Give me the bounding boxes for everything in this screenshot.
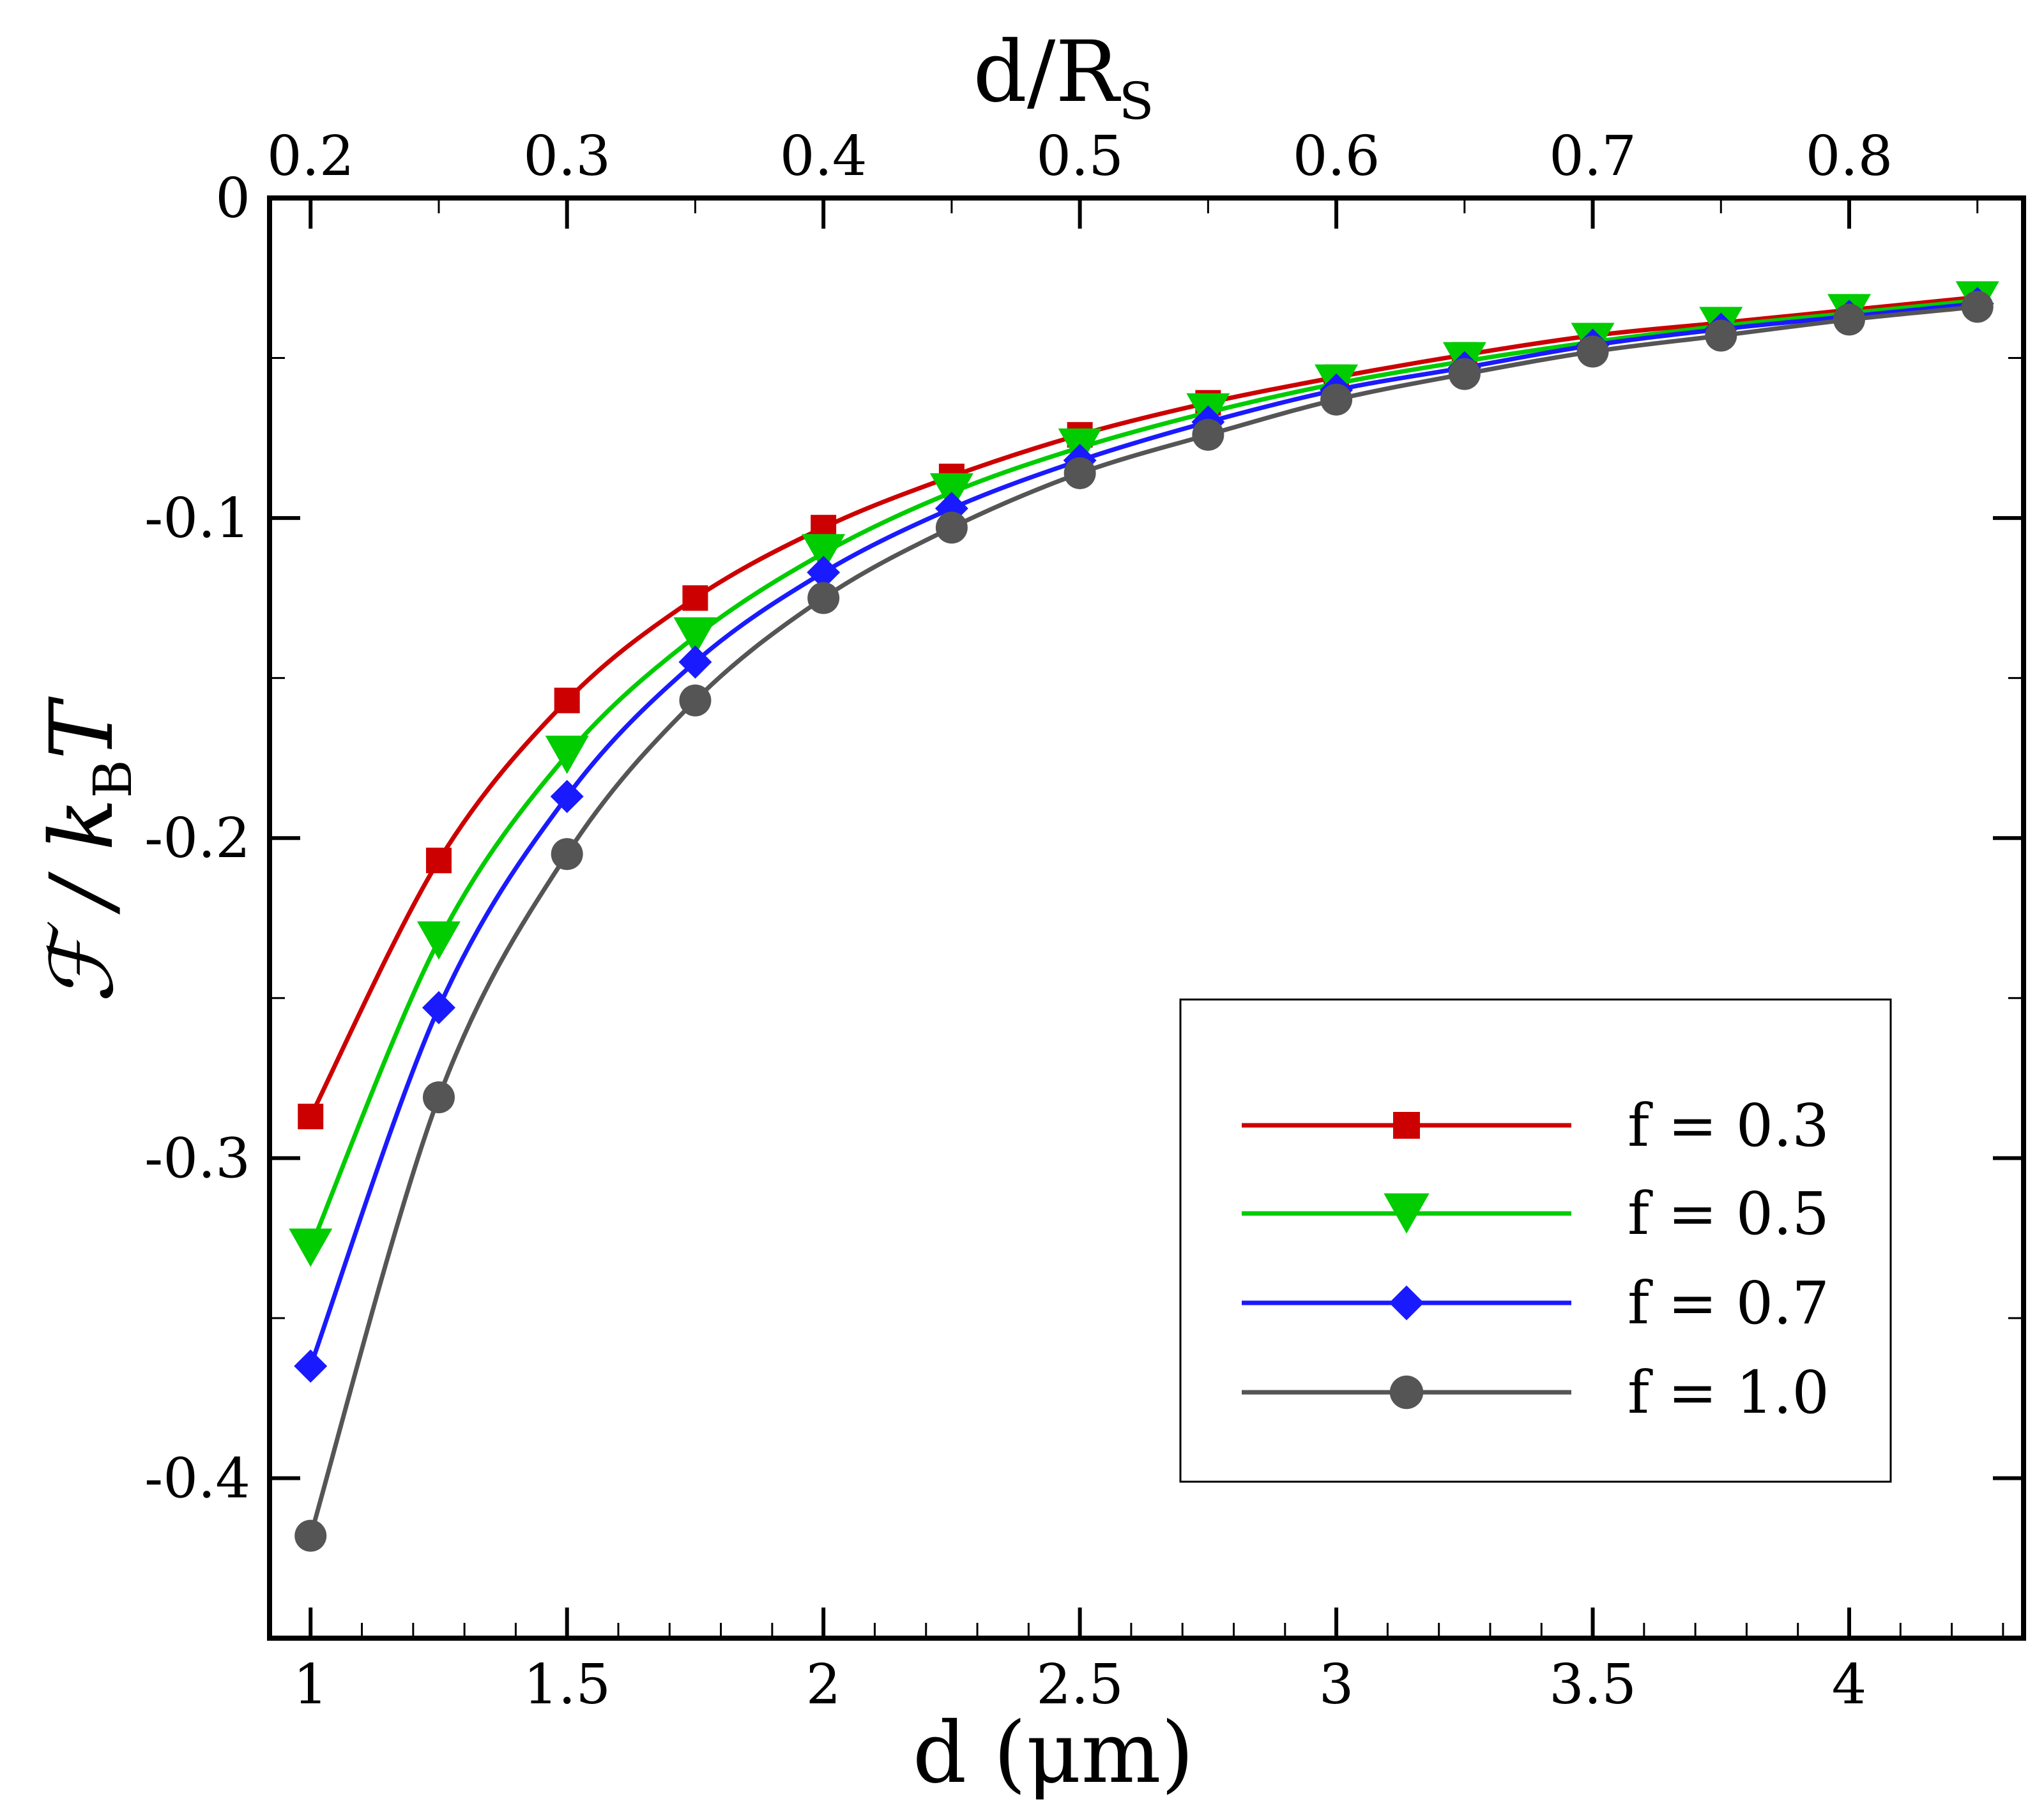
series-4-point-12 — [1705, 319, 1737, 352]
series-4 — [294, 291, 1994, 1552]
series-2-point-5 — [802, 534, 846, 573]
y-tick-label: -0.1 — [144, 487, 250, 551]
top-x-axis-title-main: d/R — [973, 23, 1121, 121]
legend-item-1: f = 0.3 — [1242, 1091, 1829, 1160]
series-1-point-1 — [298, 1104, 324, 1130]
ticks-layer — [270, 196, 2024, 1639]
series-4-point-1 — [294, 1519, 327, 1552]
series-4-point-9 — [1320, 383, 1353, 416]
series-1-point-2 — [425, 848, 452, 874]
legend-item-2: f = 0.5 — [1242, 1180, 1829, 1248]
series-3-point-5 — [807, 556, 841, 589]
series-3-point-3 — [550, 780, 584, 814]
series-4-point-8 — [1192, 418, 1224, 451]
series-4-point-11 — [1576, 335, 1609, 368]
legend-items: f = 0.3 f = 0.5 f = 0.7 f = 1.0 — [1242, 1091, 1829, 1427]
plot-frame — [267, 195, 2026, 1641]
legend-item-2-label: f = 0.5 — [1628, 1180, 1829, 1248]
legend-item-4-marker — [1389, 1375, 1424, 1410]
x-tick-label: 1 — [293, 1653, 328, 1717]
x-axis-title: d (μm) — [913, 1704, 1194, 1802]
legend-item-3-label: f = 0.7 — [1628, 1269, 1829, 1337]
legend-item-3-marker — [1389, 1285, 1424, 1321]
top-x-tick-label: 0.3 — [523, 125, 611, 188]
legend-item-4: f = 1.0 — [1242, 1358, 1829, 1427]
y-axis-title-main: ℱ / k — [32, 798, 133, 1004]
top-x-tick-label: 0.8 — [1806, 125, 1893, 188]
top-x-tick-label: 0.4 — [780, 125, 867, 188]
series-3-point-1 — [294, 1349, 328, 1383]
series-4-line — [308, 304, 1978, 1537]
x-tick-label: 1.5 — [523, 1653, 611, 1717]
top-x-tick-label: 0.6 — [1293, 125, 1380, 188]
series-4-point-6 — [935, 512, 968, 544]
labels-layer: 1 1.5 2 2.5 3 3.5 4 0.2 0.3 0.4 0.5 0.6 0.7 0.8 0 -0.1 -… — [144, 125, 1893, 1717]
top-x-tick-label: 0.2 — [267, 125, 355, 188]
x-tick-label: 2 — [806, 1653, 841, 1717]
x-tick-label: 4 — [1832, 1653, 1867, 1717]
y-axis-title: ℱ / kBT — [32, 696, 144, 1003]
y-axis-title-tail: T — [32, 696, 133, 759]
legend-item-4-label: f = 1.0 — [1628, 1358, 1829, 1427]
legend-item-2-marker — [1384, 1193, 1430, 1234]
legend: f = 0.3 f = 0.5 f = 0.7 f = 1.0 — [1179, 998, 1892, 1483]
series-4-point-13 — [1833, 303, 1866, 336]
series-4-point-4 — [679, 684, 712, 717]
legend-item-1-marker — [1393, 1112, 1420, 1139]
x-tick-label: 2.5 — [1036, 1653, 1124, 1717]
y-tick-label: 0 — [215, 167, 250, 231]
series-1-point-3 — [554, 687, 580, 713]
x-tick-label: 3 — [1319, 1653, 1354, 1717]
y-axis-title-sub: B — [83, 759, 144, 798]
y-tick-label: -0.4 — [144, 1447, 250, 1510]
series-1-point-4 — [682, 585, 708, 611]
series-4-point-2 — [422, 1081, 455, 1114]
series-3-point-4 — [678, 645, 712, 679]
legend-item-1-label: f = 0.3 — [1628, 1091, 1829, 1160]
series-3-point-2 — [422, 991, 455, 1024]
top-x-axis-title-sub: S — [1119, 72, 1154, 131]
series-4-point-10 — [1448, 358, 1481, 390]
series-4-point-14 — [1961, 291, 1994, 323]
series-2-point-1 — [289, 1228, 333, 1267]
y-tick-label: -0.2 — [144, 807, 250, 870]
series-4-point-7 — [1064, 457, 1096, 489]
series-4-point-3 — [551, 838, 583, 870]
series-2-point-2 — [416, 921, 461, 960]
top-x-tick-label: 0.7 — [1549, 125, 1636, 188]
legend-box — [1179, 998, 1892, 1483]
y-tick-label: -0.3 — [144, 1127, 250, 1190]
top-x-tick-label: 0.5 — [1036, 125, 1124, 188]
top-x-axis-title: d/RS — [973, 23, 1154, 131]
series-2-point-3 — [545, 735, 589, 774]
series-4-point-5 — [807, 582, 840, 614]
x-tick-label: 3.5 — [1549, 1653, 1636, 1717]
series-layer — [289, 281, 1999, 1552]
legend-item-3: f = 0.7 — [1242, 1269, 1829, 1337]
series-2-point-4 — [673, 617, 717, 656]
